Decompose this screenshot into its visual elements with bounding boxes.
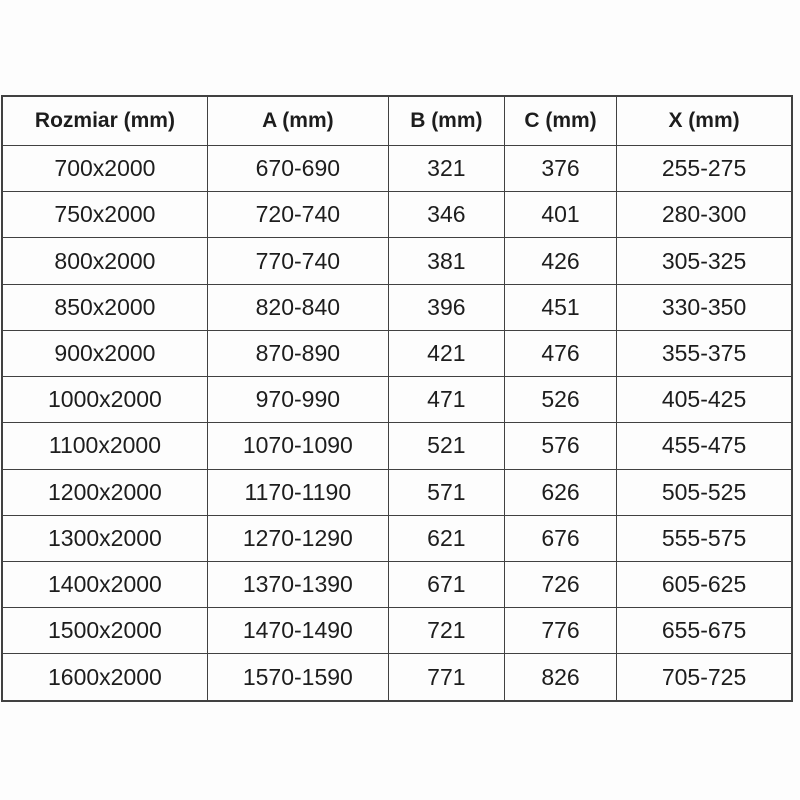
table-cell: 1100x2000 (1, 422, 208, 470)
table-row: 1300x2000 1270-1290 621 676 555-575 (1, 514, 793, 562)
table-cell: 1470-1490 (206, 607, 389, 655)
table-cell: 850x2000 (1, 283, 208, 331)
table-cell: 621 (387, 514, 505, 562)
table-cell: 505-525 (616, 468, 793, 516)
column-header-rozmiar: Rozmiar (mm) (1, 95, 208, 146)
table-cell: 1500x2000 (1, 607, 208, 655)
table-cell: 305-325 (616, 237, 793, 285)
table-cell: 721 (387, 607, 505, 655)
table-cell: 476 (503, 329, 618, 378)
table-header-row: Rozmiar (mm) A (mm) B (mm) C (mm) X (mm) (1, 95, 793, 146)
table-row: 750x2000 720-740 346 401 280-300 (1, 191, 793, 239)
table-body: 700x2000 670-690 321 376 255-275 750x2000 720-… (1, 144, 793, 702)
table-cell: 726 (503, 560, 618, 609)
table-cell: 720-740 (206, 191, 389, 239)
table-cell: 776 (503, 607, 618, 655)
table-cell: 455-475 (616, 422, 793, 470)
table-cell: 1000x2000 (1, 376, 208, 424)
size-table: Rozmiar (mm) A (mm) B (mm) C (mm) X (mm)… (1, 95, 793, 702)
table-row: 1400x2000 1370-1390 671 726 605-625 (1, 560, 793, 609)
table-cell: 471 (387, 376, 505, 424)
table-cell: 526 (503, 376, 618, 424)
table-cell: 451 (503, 283, 618, 331)
table-cell: 1170-1190 (206, 468, 389, 516)
table-cell: 376 (503, 144, 618, 193)
table-cell: 670-690 (206, 144, 389, 193)
table-cell: 700x2000 (1, 144, 208, 193)
table-cell: 396 (387, 283, 505, 331)
table-row: 1000x2000 970-990 471 526 405-425 (1, 376, 793, 424)
table-row: 1100x2000 1070-1090 521 576 455-475 (1, 422, 793, 470)
table-cell: 820-840 (206, 283, 389, 331)
table-cell: 605-625 (616, 560, 793, 609)
table-cell: 900x2000 (1, 329, 208, 378)
table-cell: 1570-1590 (206, 653, 389, 702)
table-row: 800x2000 770-740 381 426 305-325 (1, 237, 793, 285)
table-cell: 405-425 (616, 376, 793, 424)
table-cell: 355-375 (616, 329, 793, 378)
table-cell: 426 (503, 237, 618, 285)
table-cell: 1600x2000 (1, 653, 208, 702)
column-header-c: C (mm) (503, 95, 618, 146)
table-cell: 321 (387, 144, 505, 193)
table-row: 1600x2000 1570-1590 771 826 705-725 (1, 653, 793, 702)
table-row: 700x2000 670-690 321 376 255-275 (1, 144, 793, 193)
table-cell: 870-890 (206, 329, 389, 378)
table-cell: 1370-1390 (206, 560, 389, 609)
table-cell: 381 (387, 237, 505, 285)
column-header-a: A (mm) (206, 95, 389, 146)
table-cell: 571 (387, 468, 505, 516)
table-cell: 555-575 (616, 514, 793, 562)
table-cell: 770-740 (206, 237, 389, 285)
table-row: 1200x2000 1170-1190 571 626 505-525 (1, 468, 793, 516)
column-header-b: B (mm) (387, 95, 505, 146)
table-cell: 421 (387, 329, 505, 378)
table-cell: 576 (503, 422, 618, 470)
table-row: 1500x2000 1470-1490 721 776 655-675 (1, 607, 793, 655)
table-cell: 705-725 (616, 653, 793, 702)
table-cell: 1270-1290 (206, 514, 389, 562)
table-cell: 330-350 (616, 283, 793, 331)
column-header-x: X (mm) (616, 95, 793, 146)
table-cell: 346 (387, 191, 505, 239)
table-cell: 1300x2000 (1, 514, 208, 562)
table-row: 850x2000 820-840 396 451 330-350 (1, 283, 793, 331)
table-header: Rozmiar (mm) A (mm) B (mm) C (mm) X (mm) (1, 95, 793, 146)
table-cell: 970-990 (206, 376, 389, 424)
table-cell: 800x2000 (1, 237, 208, 285)
table-cell: 655-675 (616, 607, 793, 655)
table-cell: 676 (503, 514, 618, 562)
table-cell: 1400x2000 (1, 560, 208, 609)
table-cell: 671 (387, 560, 505, 609)
table-cell: 255-275 (616, 144, 793, 193)
table-cell: 280-300 (616, 191, 793, 239)
table-cell: 521 (387, 422, 505, 470)
table-cell: 401 (503, 191, 618, 239)
table-row: 900x2000 870-890 421 476 355-375 (1, 329, 793, 378)
table-cell: 1200x2000 (1, 468, 208, 516)
table-cell: 771 (387, 653, 505, 702)
table-cell: 826 (503, 653, 618, 702)
table-cell: 750x2000 (1, 191, 208, 239)
table-cell: 626 (503, 468, 618, 516)
table-cell: 1070-1090 (206, 422, 389, 470)
